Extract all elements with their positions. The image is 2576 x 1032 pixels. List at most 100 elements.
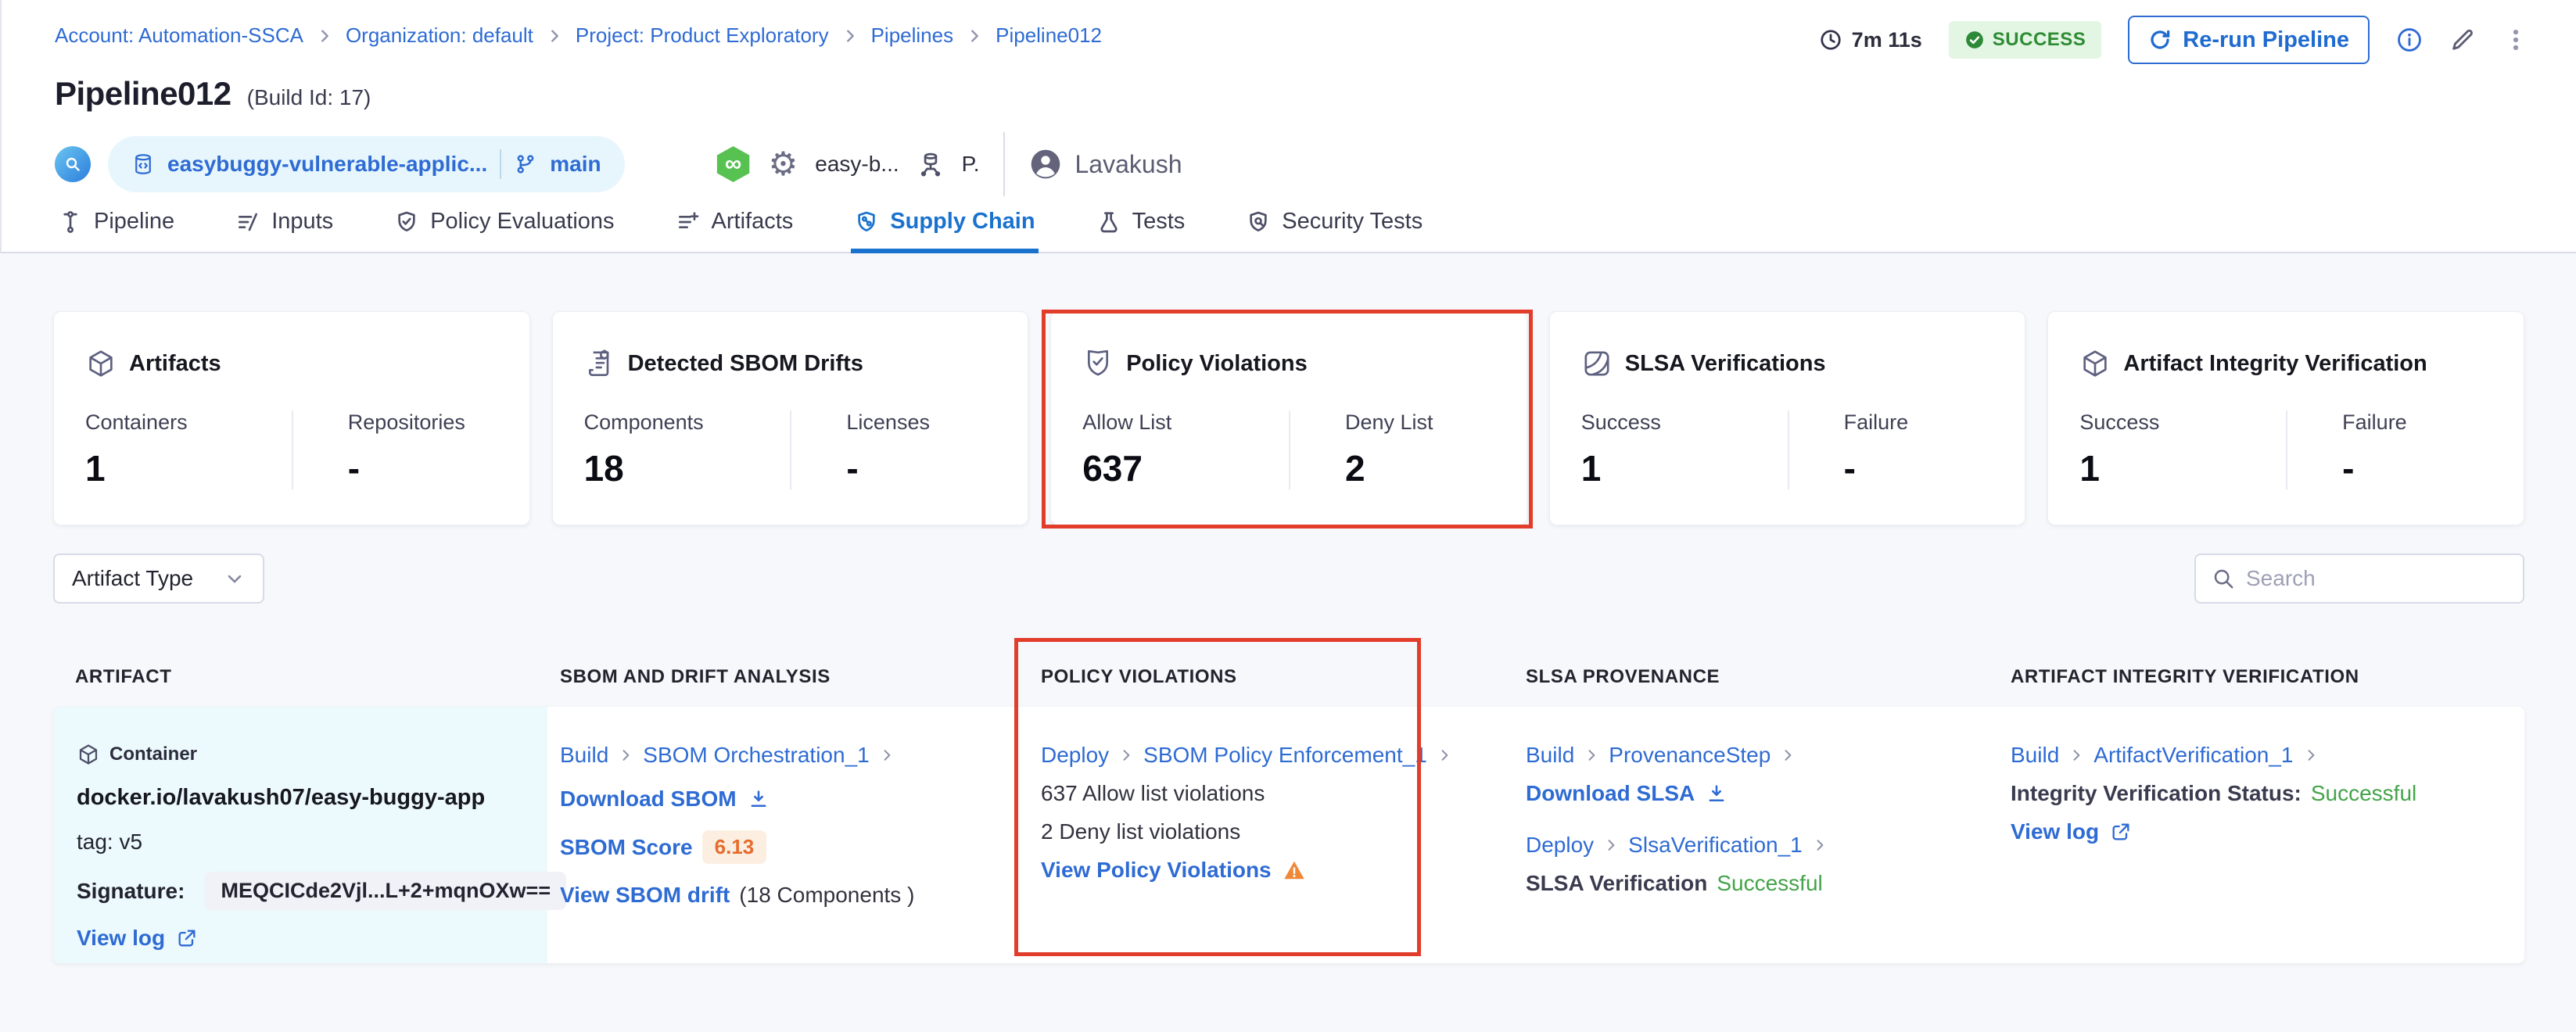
tab-label: Security Tests — [1282, 209, 1423, 234]
cube-icon — [77, 743, 100, 766]
stage-link[interactable]: Deploy — [1526, 833, 1595, 857]
artifact-image-name: docker.io/lavakush07/easy-buggy-app — [77, 785, 486, 810]
external-link-icon — [176, 927, 198, 949]
slsa-provenance-cell: Build ProvenanceStep Download SLSA Deplo… — [1513, 707, 1998, 963]
status-badge: SUCCESS — [1948, 21, 2102, 59]
tab-policy-evaluations[interactable]: Policy Evaluations — [391, 209, 617, 253]
sbom-score-link[interactable]: SBOM Score — [560, 834, 693, 859]
breadcrumb-project[interactable]: Project: Product Exploratory — [575, 23, 829, 47]
step-link[interactable]: SBOM Orchestration_1 — [643, 743, 870, 767]
view-log-link[interactable]: View log — [2011, 819, 2132, 844]
chevron-right-icon — [2303, 747, 2319, 763]
table-headers: ARTIFACT SBOM AND DRIFT ANALYSIS POLICY … — [53, 666, 2524, 688]
stat-allow-list: Allow List 637 — [1082, 410, 1172, 489]
stage-link[interactable]: Build — [1526, 743, 1575, 767]
view-sbom-drift-link[interactable]: View SBOM drift — [560, 883, 730, 907]
trigger-name: easy-b... — [815, 152, 899, 176]
supply-chain-shield-icon — [854, 210, 879, 235]
tab-artifacts[interactable]: Artifacts — [673, 209, 797, 253]
more-menu-button[interactable] — [2502, 27, 2529, 53]
stage-link[interactable]: Deploy — [1041, 743, 1110, 767]
rerun-pipeline-button[interactable]: Re-run Pipeline — [2128, 16, 2370, 64]
view-log-link[interactable]: View log — [77, 926, 198, 951]
chevron-right-icon — [1812, 837, 1828, 853]
tab-supply-chain[interactable]: Supply Chain — [851, 209, 1039, 253]
tab-label: Artifacts — [711, 209, 794, 234]
card-title-text: Artifact Integrity Verification — [2123, 350, 2427, 376]
card-sbom-drifts: Detected SBOM Drifts Components 18 Licen… — [551, 311, 1029, 525]
card-title-text: Detected SBOM Drifts — [627, 350, 863, 376]
allow-list-violations: 637 Allow list violations — [1041, 781, 1265, 805]
tab-pipeline[interactable]: Pipeline — [55, 209, 178, 253]
tab-tests[interactable]: Tests — [1093, 209, 1189, 253]
breadcrumb-pipelines[interactable]: Pipelines — [870, 23, 954, 47]
chevron-right-icon — [966, 27, 983, 45]
step-link[interactable]: SBOM Policy Enforcement_1 — [1143, 743, 1427, 767]
card-title-text: Policy Violations — [1126, 350, 1308, 376]
page-title: Pipeline012 — [55, 75, 231, 112]
header-slsa-provenance: SLSA PROVENANCE — [1526, 666, 1720, 687]
breadcrumb-pipeline012[interactable]: Pipeline012 — [996, 23, 1102, 47]
security-shield-icon — [1246, 210, 1271, 235]
gear-icon: ⚙ — [768, 145, 798, 182]
breadcrumb: Account: Automation-SSCA Organization: d… — [55, 23, 1102, 48]
artifact-type-select[interactable]: Artifact Type — [53, 554, 264, 604]
tab-inputs[interactable]: Inputs — [232, 209, 336, 253]
signature-label: Signature: — [77, 878, 185, 903]
artifact-cell: Container docker.io/lavakush07/easy-bugg… — [53, 707, 567, 963]
user-cluster: Lavakush — [1028, 147, 1182, 181]
build-id: (Build Id: 17) — [246, 85, 371, 109]
download-icon — [748, 788, 770, 810]
trigger-extra: P. — [961, 152, 980, 176]
chevron-right-icon — [841, 27, 859, 45]
tab-label: Inputs — [271, 209, 334, 234]
step-link[interactable]: ArtifactVerification_1 — [2093, 743, 2294, 767]
avatar-icon — [1028, 147, 1063, 181]
step-link[interactable]: ProvenanceStep — [1609, 743, 1771, 767]
cube-icon — [2079, 348, 2111, 379]
flask-icon — [1096, 210, 1121, 235]
info-button[interactable] — [2396, 27, 2423, 53]
stage-link[interactable]: Build — [560, 743, 609, 767]
integrity-status-label: Integrity Verification Status: — [2011, 781, 2302, 805]
chevron-right-icon — [1118, 747, 1134, 763]
card-artifact-integrity: Artifact Integrity Verification Success … — [2047, 311, 2524, 525]
trigger-cluster: ∞ ⚙ easy-b... P. — [716, 146, 980, 182]
card-title-text: Artifacts — [129, 350, 221, 376]
stage-link[interactable]: Build — [2011, 743, 2060, 767]
header-artifact: ARTIFACT — [75, 666, 172, 687]
repo-branch-pill[interactable]: easybuggy-vulnerable-applic... main — [108, 136, 625, 192]
chevron-right-icon — [1584, 747, 1599, 763]
stat-containers: Containers 1 — [85, 410, 188, 489]
edit-button[interactable] — [2449, 27, 2476, 53]
chevron-right-icon — [618, 747, 633, 763]
git-branch-icon — [514, 152, 537, 176]
stat-slsa-failure: Failure - — [1787, 410, 1994, 489]
artifacts-list-icon — [676, 210, 701, 235]
step-link[interactable]: SlsaVerification_1 — [1628, 833, 1803, 857]
search-input[interactable] — [2246, 566, 2507, 591]
meta-row: easybuggy-vulnerable-applic... main ∞ ⚙ … — [55, 132, 2529, 196]
chevron-right-icon — [1437, 747, 1452, 763]
stat-integrity-success: Success 1 — [2079, 410, 2160, 489]
artifact-tag: tag: v5 — [77, 830, 143, 854]
stat-repositories: Repositories - — [291, 410, 498, 489]
breadcrumb-org[interactable]: Organization: default — [345, 23, 533, 47]
artifact-type-text: Container — [109, 744, 198, 765]
user-name: Lavakush — [1075, 149, 1182, 178]
breadcrumb-account[interactable]: Account: Automation-SSCA — [55, 23, 303, 47]
info-icon — [2396, 27, 2423, 53]
header-sbom: SBOM AND DRIFT ANALYSIS — [560, 666, 831, 687]
tab-security-tests[interactable]: Security Tests — [1243, 209, 1426, 253]
tab-label: Supply Chain — [890, 209, 1035, 234]
repo-name: easybuggy-vulnerable-applic... — [167, 152, 488, 176]
warning-triangle-icon — [1283, 858, 1306, 882]
table-row: Container docker.io/lavakush07/easy-bugg… — [53, 707, 2524, 963]
inputs-icon — [235, 210, 260, 235]
duration: 7m 11s — [1819, 28, 1922, 52]
deny-list-violations: 2 Deny list violations — [1041, 819, 1241, 844]
download-sbom-link[interactable]: Download SBOM — [560, 787, 770, 812]
view-policy-violations-link[interactable]: View Policy Violations — [1041, 858, 1306, 883]
download-slsa-link[interactable]: Download SLSA — [1526, 781, 1727, 806]
stat-slsa-success: Success 1 — [1580, 410, 1661, 489]
